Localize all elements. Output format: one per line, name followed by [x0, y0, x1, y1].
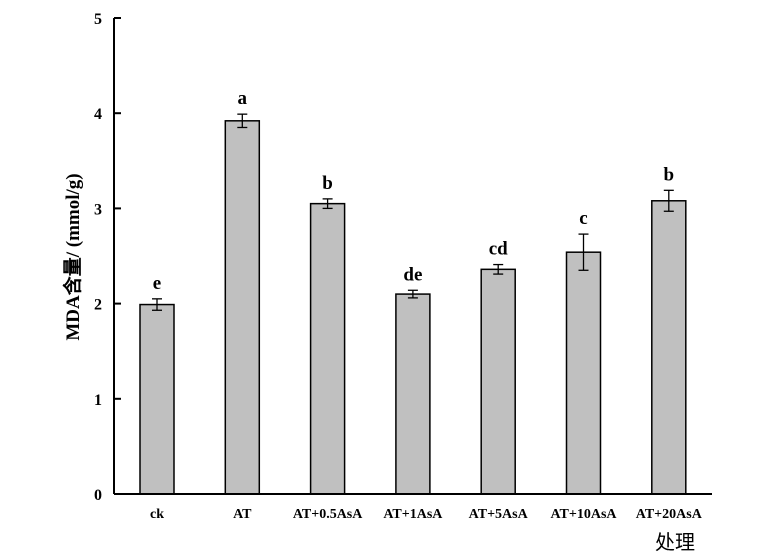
significance-label-0: e — [153, 273, 161, 294]
error-bar-1 — [237, 113, 248, 129]
x-tick-label-2: AT+0.5AsA — [293, 507, 363, 522]
error-bar-5 — [578, 233, 589, 271]
x-tick-label-6: AT+20AsA — [636, 507, 703, 522]
y-tick-label-4: 4 — [94, 106, 102, 123]
error-bar-0 — [152, 298, 162, 311]
significance-label-3: de — [403, 264, 422, 285]
y-tick-label-1: 1 — [94, 392, 102, 409]
x-tick-label-3: AT+1AsA — [383, 507, 443, 522]
x-tick-label-4: AT+5AsA — [469, 507, 529, 522]
y-tick-label-0: 0 — [94, 487, 102, 504]
significance-labels-group: e a b de cd c b — [153, 88, 674, 294]
x-tick-label-1: AT — [233, 507, 252, 522]
error-bar-6 — [663, 189, 674, 212]
x-tick-label-5: AT+10AsA — [550, 507, 617, 522]
y-axis-title: MDA含量/ (mmol/g) — [61, 173, 84, 340]
bar-3 — [395, 293, 431, 495]
error-bar-4 — [493, 263, 504, 275]
y-ticks-group: 0 1 2 3 4 5 — [94, 11, 121, 504]
x-tick-label-0: ck — [150, 507, 164, 522]
error-bars-group — [152, 113, 674, 311]
bar-0 — [139, 303, 175, 495]
significance-label-2: b — [322, 173, 333, 194]
bar-4 — [480, 268, 516, 495]
x-axis-title: 处理 — [655, 531, 695, 554]
bar-2 — [309, 202, 346, 495]
significance-label-5: c — [579, 208, 587, 229]
bar-6 — [651, 200, 687, 495]
y-tick-label-2: 2 — [94, 297, 102, 314]
bars-group — [139, 120, 687, 495]
significance-label-4: cd — [489, 239, 508, 260]
y-tick-label-3: 3 — [94, 201, 102, 218]
y-tick-label-5: 5 — [94, 11, 102, 28]
significance-label-6: b — [664, 164, 675, 185]
significance-label-1: a — [238, 88, 248, 109]
bar-5 — [565, 251, 602, 495]
error-bar-3 — [407, 289, 418, 299]
x-tick-labels-group: ck AT AT+0.5AsA AT+1AsA AT+5AsA AT+10AsA AT+20… — [150, 507, 703, 522]
axes-group — [113, 18, 712, 495]
error-bar-2 — [322, 198, 333, 210]
bar-1 — [224, 120, 261, 495]
